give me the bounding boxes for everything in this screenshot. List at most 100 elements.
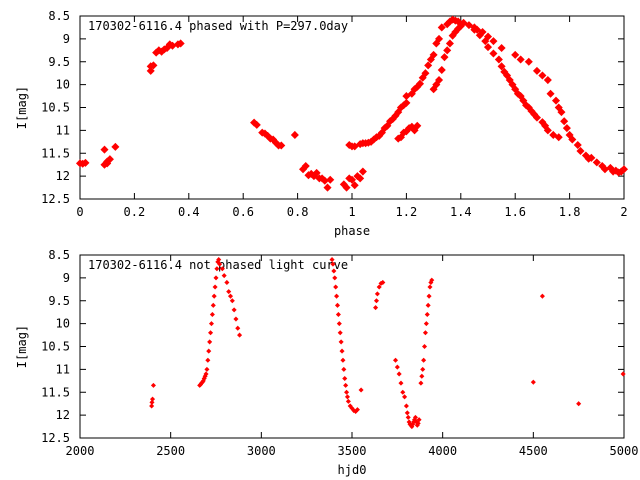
data-point [208,330,214,336]
x-tick-label: 3500 [338,444,367,458]
y-tick-label: 12.5 [41,192,70,206]
data-point [221,273,227,279]
x-tick-label: 1.4 [450,205,472,219]
data-point [345,398,351,404]
data-point [494,55,503,64]
x-tick-label: 3000 [247,444,276,458]
data-point [538,71,547,80]
data-point [207,339,213,345]
data-point [404,410,410,416]
data-point [344,394,350,400]
data-point [415,420,421,426]
data-point [373,305,379,311]
data-point [343,382,349,388]
data-point [422,330,428,336]
data-point [532,66,541,75]
data-point [497,62,506,71]
data-point [206,348,212,354]
data-point [402,394,408,400]
data-point [592,158,601,167]
data-point [454,17,463,26]
data-point [435,76,444,85]
data-point [212,284,218,290]
y-tick-label: 10.5 [41,101,70,115]
data-point [329,257,335,263]
y-tick-label: 12.5 [41,431,70,445]
data-point [524,57,533,66]
data-point [398,380,404,386]
data-point [233,316,239,322]
data-point [335,311,341,317]
y-tick-label: 12 [56,169,70,183]
data-point [576,401,582,407]
data-point [323,183,332,192]
data-point [426,293,432,299]
y-tick-label: 10 [56,78,70,92]
data-point [549,130,558,139]
data-point [402,92,411,101]
y-tick-label: 11 [56,362,70,376]
data-point [402,98,411,107]
x-tick-label: 0.2 [124,205,146,219]
y-tick-label: 10.5 [41,340,70,354]
data-point [224,279,230,285]
data-point [427,284,433,290]
data-point [532,113,541,122]
data-point [149,403,155,409]
chart-title: 170302-6116.4 phased with P=297.0day [88,19,348,33]
data-point [429,50,438,59]
y-tick-label: 8.5 [48,248,70,262]
data-point [176,39,185,48]
data-point [341,366,347,372]
y-tick-label: 9 [63,32,70,46]
data-point [511,50,520,59]
data-point [554,133,563,142]
data-point [336,321,342,327]
data-point [252,120,261,129]
data-point [443,46,452,55]
x-tick-label: 0.8 [287,205,309,219]
data-point [216,257,222,263]
data-point [226,289,232,295]
x-axis-label: phase [334,224,370,238]
data-point [205,357,211,363]
data-point [347,175,357,184]
y-axis-label: I[mag] [15,325,29,368]
data-point [332,275,338,281]
data-point [81,158,90,167]
data-point [237,332,243,338]
x-tick-label: 1.2 [396,205,418,219]
data-point [214,266,220,272]
data-point [413,121,422,130]
data-point [464,21,473,30]
x-tick-label: 5000 [610,444,639,458]
y-tick-label: 12 [56,408,70,422]
data-point [376,284,382,290]
x-tick-label: 0.4 [178,205,200,219]
data-point [530,379,536,385]
data-point [587,153,596,162]
data-point [208,321,214,327]
data-point [337,330,343,336]
data-point [551,96,561,105]
data-point [546,89,555,98]
y-tick-label: 9.5 [48,294,70,308]
data-point [418,380,424,386]
data-point [421,357,427,363]
data-point [356,174,365,183]
data-point [149,399,155,405]
y-tick-label: 11 [56,123,70,137]
data-point [339,348,345,354]
data-point [210,302,216,308]
data-point [334,293,340,299]
data-point [149,61,158,70]
data-point [392,357,399,363]
x-tick-label: 1.6 [504,205,526,219]
data-point [459,18,468,27]
y-axis-label: I[mag] [15,86,29,129]
data-point [340,357,346,363]
data-point [445,39,454,48]
data-point [396,371,402,377]
data-point [543,76,552,85]
